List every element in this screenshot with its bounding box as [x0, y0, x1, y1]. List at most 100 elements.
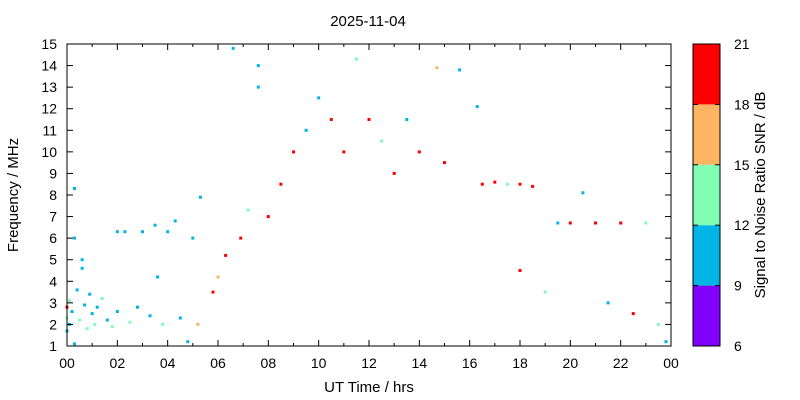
data-point: [443, 161, 446, 165]
data-point: [543, 290, 547, 294]
y-tick-label: 4: [49, 273, 57, 289]
data-point: [80, 258, 84, 262]
y-tick-label: 14: [41, 58, 57, 74]
data-point: [266, 215, 270, 219]
data-point: [392, 171, 396, 175]
x-tick-label: 00: [59, 355, 75, 371]
y-tick-label: 3: [49, 295, 57, 311]
y-tick-label: 2: [49, 316, 57, 332]
data-point: [656, 322, 660, 326]
data-point: [493, 180, 497, 184]
data-point: [123, 230, 127, 234]
data-point: [211, 290, 215, 294]
data-point: [93, 322, 97, 326]
data-point: [581, 191, 585, 195]
x-tick-label: 20: [563, 355, 579, 371]
data-point: [173, 219, 177, 223]
x-axis-label: UT Time / hrs: [324, 379, 414, 396]
data-point: [435, 66, 439, 70]
data-point: [518, 269, 522, 272]
colorbar-label: Signal to Noise Ratio SNR / dB: [752, 92, 769, 299]
data-point: [342, 150, 346, 154]
data-point: [475, 105, 479, 109]
data-point: [90, 312, 94, 316]
x-tick-label: 18: [512, 355, 528, 371]
data-point: [292, 150, 295, 154]
data-point: [73, 187, 76, 190]
data-point: [231, 46, 235, 50]
data-point: [95, 305, 99, 309]
colorbar-ticks: 6 9 12 15 18 21: [693, 36, 750, 354]
data-point: [664, 340, 668, 344]
data-point: [153, 223, 157, 227]
colorbar-tick-label: 6: [734, 338, 742, 354]
colorbar: [692, 43, 721, 347]
x-tick-label: 08: [261, 355, 277, 371]
data-point: [518, 182, 522, 186]
x-tick-label: 02: [110, 355, 126, 371]
data-point: [198, 195, 202, 199]
data-point: [380, 139, 384, 143]
data-point: [644, 221, 648, 225]
data-point: [594, 221, 597, 225]
data-point: [73, 342, 76, 346]
data-point: [178, 316, 182, 320]
y-tick-label: 5: [49, 252, 57, 268]
data-point: [68, 299, 71, 303]
y-tick-label: 15: [41, 36, 57, 52]
y-tick-label: 12: [41, 101, 57, 117]
data-point: [115, 310, 119, 313]
data-point: [115, 230, 119, 234]
data-point: [480, 182, 484, 186]
y-tick-label: 7: [49, 209, 57, 225]
y-tick-label: 10: [41, 144, 57, 160]
x-tick-label: 00: [663, 355, 679, 371]
x-tick-label: 06: [210, 355, 226, 371]
colorbar-tick-label: 21: [734, 36, 750, 52]
x-tick-label: 22: [613, 355, 629, 371]
data-point: [367, 118, 371, 121]
data-point: [405, 118, 409, 121]
colorbar-tick-label: 9: [734, 278, 742, 294]
data-point: [78, 318, 82, 322]
data-points-layer: [65, 46, 668, 346]
y-tick-label: 13: [41, 79, 57, 95]
data-point: [239, 236, 243, 240]
data-point: [88, 292, 92, 296]
x-tick-label: 10: [311, 355, 327, 371]
y-tick-label: 6: [49, 230, 57, 246]
data-point: [279, 182, 283, 186]
y-tick-label: 9: [49, 165, 57, 181]
data-point: [70, 310, 74, 313]
data-point: [606, 301, 610, 305]
data-point: [329, 118, 333, 121]
data-point: [246, 208, 250, 212]
data-point: [141, 230, 144, 234]
colorbar-band: [693, 285, 720, 346]
colorbar-tick-label: 12: [734, 217, 750, 233]
data-point: [196, 322, 200, 326]
data-point: [619, 221, 623, 225]
colorbar-tick-label: 15: [734, 157, 750, 173]
y-tick-label: 1: [49, 338, 57, 354]
data-point: [156, 275, 160, 279]
colorbar-tick-label: 18: [734, 96, 750, 112]
x-tick-label: 16: [462, 355, 478, 371]
x-axis: 00 02 04 06 08 10 12 14 16 18 20 22 00: [59, 44, 679, 371]
colorbar-band: [693, 44, 720, 105]
data-point: [161, 322, 165, 326]
data-point: [568, 221, 572, 225]
data-point: [216, 275, 220, 279]
colorbar-band: [693, 164, 720, 226]
data-point: [224, 253, 228, 257]
data-point: [148, 314, 152, 318]
data-point: [85, 327, 89, 331]
data-point: [75, 288, 79, 292]
y-tick-label: 8: [49, 187, 57, 203]
data-point: [128, 320, 132, 324]
data-point: [317, 96, 321, 100]
x-tick-label: 14: [412, 355, 428, 371]
data-point: [105, 318, 109, 322]
